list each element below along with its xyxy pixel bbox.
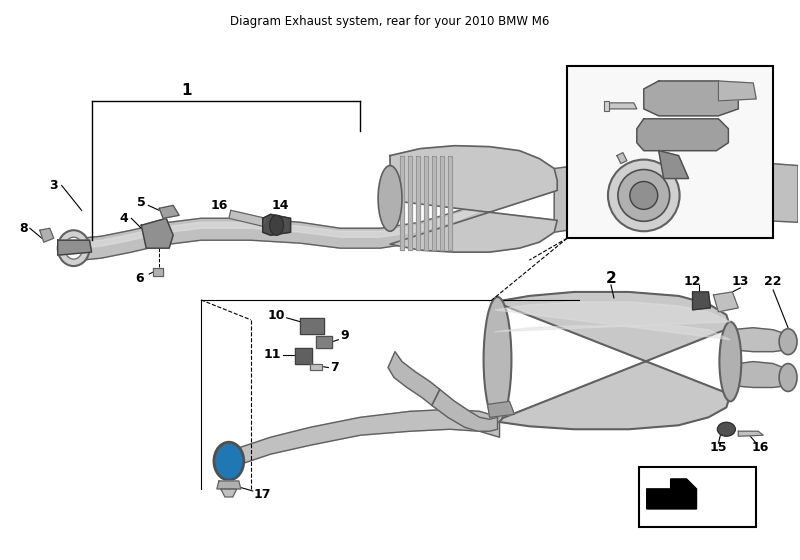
Polygon shape [408,156,412,250]
Text: 16: 16 [751,441,769,454]
Text: 2: 2 [606,270,616,286]
Polygon shape [658,151,689,179]
Polygon shape [400,156,404,250]
Ellipse shape [608,160,680,231]
Polygon shape [142,218,173,248]
Bar [604,101,609,111]
Ellipse shape [221,450,237,472]
Polygon shape [718,81,756,101]
Polygon shape [487,402,514,417]
Ellipse shape [378,166,402,231]
Polygon shape [730,328,788,352]
Polygon shape [646,479,697,509]
Polygon shape [221,489,237,497]
Ellipse shape [270,216,283,235]
Polygon shape [424,156,428,250]
Ellipse shape [719,322,742,402]
Polygon shape [40,228,54,242]
Text: Diagram Exhaust system, rear for your 2010 BMW M6: Diagram Exhaust system, rear for your 20… [230,15,550,28]
Polygon shape [390,146,558,252]
Polygon shape [693,292,710,310]
Polygon shape [317,336,332,348]
Polygon shape [294,348,313,363]
Text: 6: 6 [135,272,144,284]
Ellipse shape [214,442,244,480]
Ellipse shape [58,230,90,266]
Text: 22: 22 [764,276,782,288]
Text: 14: 14 [272,199,290,212]
Ellipse shape [779,329,797,354]
Polygon shape [644,81,738,116]
Polygon shape [217,481,241,489]
Text: 493258: 493258 [678,514,720,524]
Polygon shape [154,268,163,276]
Polygon shape [554,161,798,232]
Polygon shape [494,302,730,340]
Bar [639,467,756,527]
Polygon shape [494,292,730,430]
Text: 18: 18 [574,77,590,90]
Text: 20: 20 [574,99,591,113]
Polygon shape [432,389,498,431]
Bar [567,66,773,238]
Polygon shape [714,292,738,312]
Text: 16: 16 [210,199,227,212]
Text: 17: 17 [254,488,271,501]
Ellipse shape [630,181,658,209]
Polygon shape [226,409,499,471]
Text: 8: 8 [19,222,28,235]
Polygon shape [738,431,763,436]
Text: 12: 12 [684,276,702,288]
Ellipse shape [779,363,797,391]
Ellipse shape [618,170,670,221]
Polygon shape [229,211,266,226]
Polygon shape [617,153,627,164]
Ellipse shape [718,422,735,436]
Polygon shape [416,156,420,250]
Text: 7: 7 [330,361,339,374]
Text: 5: 5 [137,196,146,209]
Text: 3: 3 [50,179,58,192]
Polygon shape [310,363,322,370]
Polygon shape [262,214,290,235]
Polygon shape [58,240,91,255]
Text: 13: 13 [732,276,749,288]
Polygon shape [388,352,440,405]
Polygon shape [432,156,436,250]
Polygon shape [448,156,452,250]
Polygon shape [637,119,728,151]
Polygon shape [82,198,490,260]
Polygon shape [82,202,490,248]
Text: 4: 4 [119,212,128,225]
Text: 10: 10 [267,309,285,323]
Text: 15: 15 [710,441,727,454]
Polygon shape [301,318,324,334]
Text: 9: 9 [340,329,349,342]
Ellipse shape [65,237,82,259]
Text: 11: 11 [263,348,281,361]
Polygon shape [440,156,444,250]
Text: 1: 1 [181,83,191,99]
Polygon shape [607,103,637,109]
Text: 19: 19 [574,189,590,202]
Text: 21: 21 [574,126,591,139]
Ellipse shape [483,297,511,422]
Polygon shape [730,362,788,388]
Polygon shape [159,206,179,218]
